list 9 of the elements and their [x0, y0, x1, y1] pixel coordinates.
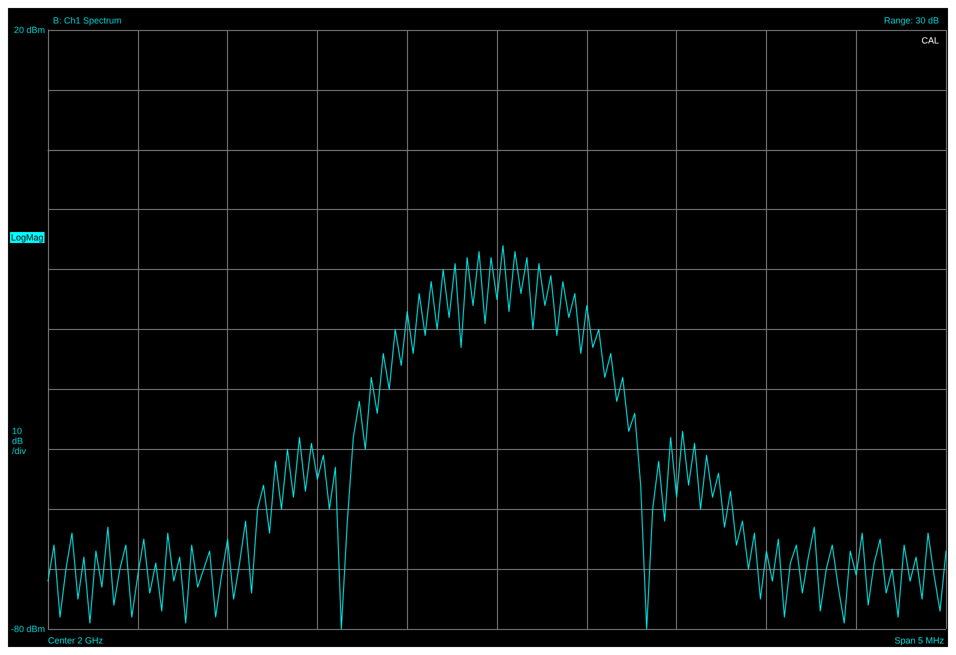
- chart-subtitle: Range: 30 dB: [884, 16, 940, 26]
- text: LogMag: [11, 232, 44, 242]
- text: Span 5 MHz: [894, 636, 944, 646]
- y-tick-label: -80 dBm: [11, 624, 46, 634]
- annotation: CAL: [921, 36, 940, 46]
- y-axis-title: 10 dB /div: [12, 426, 27, 456]
- y-tick-label: 20 dBm: [14, 25, 46, 35]
- text: Center 2 GHz: [48, 636, 104, 646]
- chart-title: B: Ch1 Spectrum: [53, 16, 122, 26]
